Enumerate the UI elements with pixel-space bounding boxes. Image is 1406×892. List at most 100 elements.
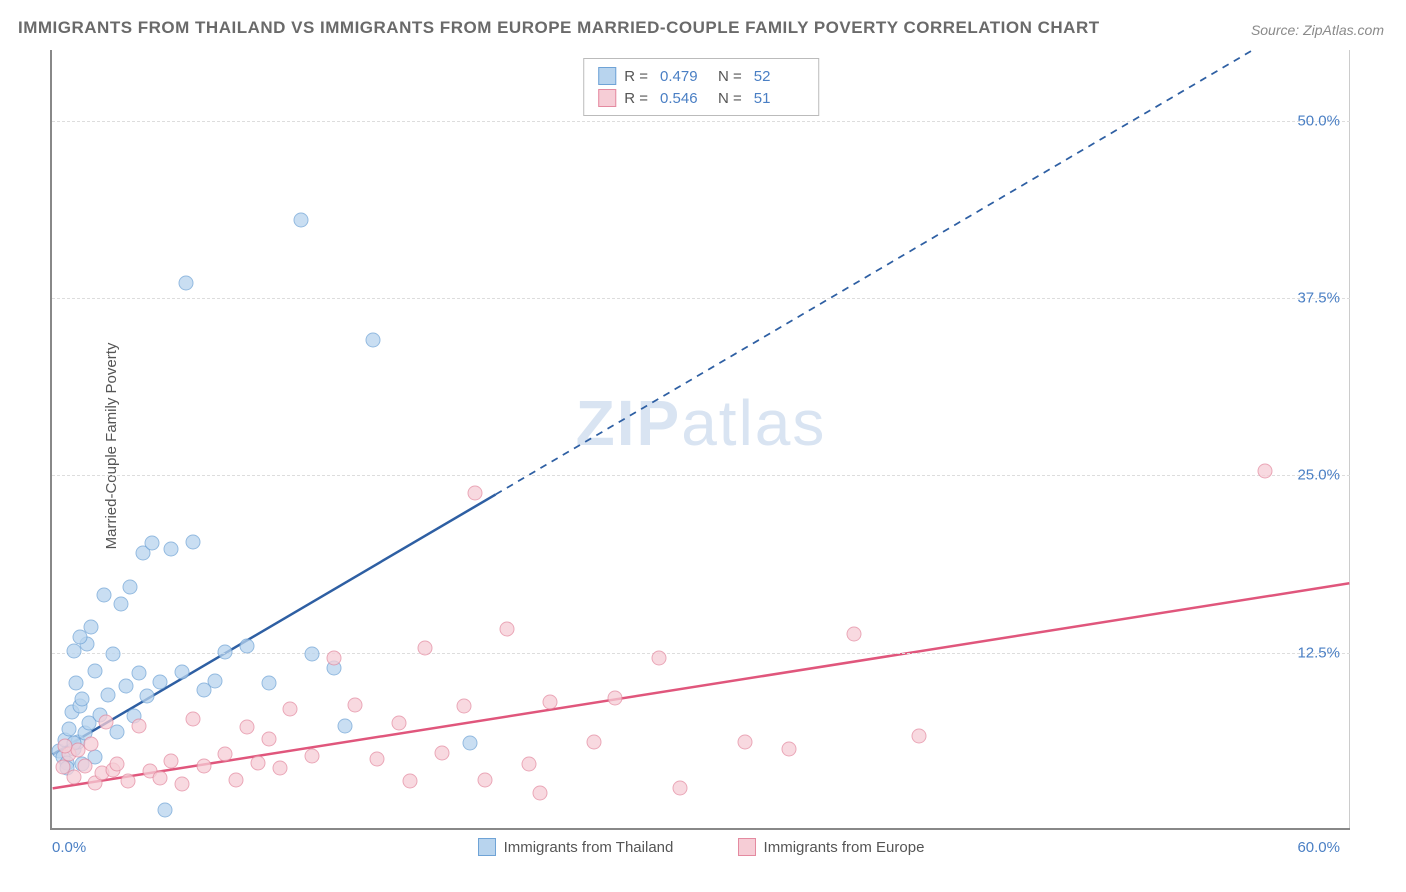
data-point [120,774,135,789]
data-point [283,701,298,716]
legend-row: R = 0.546 N = 51 [598,87,804,109]
data-point [218,645,233,660]
data-point [75,691,90,706]
legend-swatch [598,67,616,85]
data-point [157,802,172,817]
data-point [175,665,190,680]
data-point [140,689,155,704]
data-point [84,737,99,752]
plot-area: ZIPatlas R = 0.479 N = 52 R = 0.546 N = … [50,50,1350,830]
data-point [207,673,222,688]
legend-r-label: R = [624,90,648,107]
trend-line [53,583,1350,788]
data-point [521,757,536,772]
data-point [179,276,194,291]
data-point [370,751,385,766]
data-point [185,711,200,726]
data-point [463,735,478,750]
legend-item: Immigrants from Europe [738,838,925,856]
data-point [105,646,120,661]
chart-title: IMMIGRANTS FROM THAILAND VS IMMIGRANTS F… [18,18,1100,38]
data-point [68,676,83,691]
legend-n-value: 51 [754,90,804,107]
data-point [532,785,547,800]
legend-n-label: N = [718,68,742,85]
data-point [781,741,796,756]
data-point [110,757,125,772]
legend-correlation: R = 0.479 N = 52 R = 0.546 N = 51 [583,58,819,116]
data-point [305,646,320,661]
data-point [337,718,352,733]
legend-series: Immigrants from Thailand Immigrants from… [52,838,1350,860]
data-point [365,333,380,348]
trend-line [53,494,496,754]
data-point [131,666,146,681]
legend-label: Immigrants from Europe [764,839,925,856]
watermark-text-thin: atlas [681,387,826,459]
legend-row: R = 0.479 N = 52 [598,65,804,87]
source-label: Source: ZipAtlas.com [1251,22,1384,38]
data-point [153,771,168,786]
x-tick-label: 60.0% [1297,839,1340,856]
data-point [66,769,81,784]
data-point [88,663,103,678]
data-point [229,772,244,787]
legend-n-value: 52 [754,68,804,85]
trend-line-dashed [496,50,1253,494]
trend-lines [52,50,1350,828]
data-point [261,676,276,691]
data-point [456,699,471,714]
y-tick-label: 37.5% [1297,290,1340,307]
watermark: ZIPatlas [576,386,827,460]
legend-label: Immigrants from Thailand [504,839,674,856]
watermark-text: ZIP [576,387,682,459]
data-point [435,745,450,760]
data-point [153,674,168,689]
data-point [114,596,129,611]
data-point [175,777,190,792]
data-point [250,755,265,770]
data-point [326,650,341,665]
data-point [543,694,558,709]
legend-r-value: 0.479 [660,68,710,85]
data-point [305,748,320,763]
data-point [144,535,159,550]
gridline-h [52,298,1350,299]
data-point [608,690,623,705]
data-point [651,650,666,665]
data-point [478,772,493,787]
data-point [164,541,179,556]
data-point [911,728,926,743]
data-point [77,758,92,773]
legend-item: Immigrants from Thailand [478,838,674,856]
data-point [58,738,73,753]
data-point [131,718,146,733]
data-point [123,579,138,594]
plot-right-border [1349,50,1350,828]
data-point [218,747,233,762]
data-point [294,212,309,227]
data-point [586,734,601,749]
data-point [164,754,179,769]
data-point [738,734,753,749]
data-point [118,679,133,694]
data-point [240,720,255,735]
y-tick-label: 12.5% [1297,644,1340,661]
data-point [467,486,482,501]
data-point [196,758,211,773]
data-point [417,640,432,655]
data-point [402,774,417,789]
legend-r-label: R = [624,68,648,85]
data-point [73,629,88,644]
data-point [99,714,114,729]
data-point [240,639,255,654]
legend-swatch [478,838,496,856]
gridline-h [52,121,1350,122]
legend-swatch [598,89,616,107]
data-point [66,643,81,658]
data-point [272,761,287,776]
data-point [261,731,276,746]
data-point [185,534,200,549]
data-point [348,697,363,712]
gridline-h [52,475,1350,476]
